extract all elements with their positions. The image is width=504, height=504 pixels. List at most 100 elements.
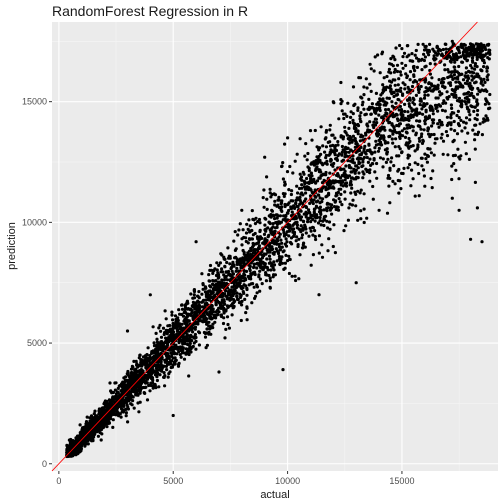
data-point bbox=[459, 104, 463, 108]
data-point bbox=[282, 194, 286, 198]
data-point bbox=[242, 269, 246, 273]
data-point bbox=[230, 313, 234, 317]
data-point bbox=[372, 106, 376, 110]
data-point bbox=[473, 105, 477, 109]
data-point bbox=[385, 150, 389, 154]
data-point bbox=[432, 84, 437, 88]
data-point bbox=[273, 199, 277, 203]
data-point bbox=[297, 227, 301, 231]
data-point bbox=[361, 160, 365, 164]
data-point bbox=[170, 359, 174, 363]
data-point bbox=[457, 64, 461, 69]
data-point bbox=[286, 202, 290, 207]
data-point bbox=[320, 181, 325, 185]
data-point bbox=[308, 211, 312, 215]
data-point bbox=[253, 222, 257, 226]
data-point bbox=[409, 144, 413, 148]
data-point bbox=[428, 62, 432, 66]
data-point bbox=[174, 345, 178, 349]
data-point bbox=[271, 232, 275, 237]
data-point bbox=[237, 301, 242, 305]
data-point bbox=[391, 179, 395, 183]
data-point bbox=[94, 429, 99, 433]
data-point bbox=[444, 130, 448, 134]
data-point bbox=[442, 99, 446, 103]
data-point bbox=[244, 284, 248, 288]
data-point bbox=[452, 111, 456, 115]
data-point bbox=[176, 318, 180, 323]
data-point bbox=[207, 273, 211, 277]
data-point bbox=[343, 190, 347, 194]
data-point bbox=[419, 84, 423, 89]
data-point bbox=[209, 317, 214, 321]
data-point bbox=[485, 116, 489, 120]
data-point bbox=[445, 56, 449, 61]
data-point bbox=[262, 232, 267, 236]
data-point bbox=[281, 227, 285, 231]
data-point bbox=[200, 292, 204, 296]
data-point bbox=[135, 369, 139, 373]
data-point bbox=[222, 255, 226, 259]
data-point bbox=[142, 380, 146, 384]
data-point bbox=[359, 217, 363, 221]
data-point bbox=[187, 374, 191, 378]
data-point bbox=[390, 156, 394, 160]
data-point bbox=[144, 385, 148, 389]
data-point bbox=[292, 230, 297, 234]
data-point bbox=[203, 335, 208, 339]
data-point bbox=[383, 113, 387, 117]
data-point bbox=[392, 164, 396, 168]
data-point bbox=[353, 137, 357, 141]
data-point bbox=[219, 313, 223, 317]
data-point bbox=[429, 151, 433, 155]
data-point bbox=[488, 51, 492, 55]
data-point bbox=[457, 177, 461, 181]
data-point bbox=[286, 211, 290, 215]
data-point bbox=[468, 81, 472, 85]
data-point bbox=[77, 446, 81, 450]
data-point bbox=[287, 208, 291, 213]
data-point bbox=[128, 393, 132, 397]
data-point bbox=[307, 169, 311, 173]
data-point bbox=[287, 234, 291, 238]
data-point bbox=[204, 316, 208, 321]
data-point bbox=[349, 176, 354, 180]
data-point bbox=[349, 110, 353, 114]
data-point bbox=[216, 312, 220, 317]
data-point bbox=[441, 152, 445, 156]
data-point bbox=[159, 369, 163, 373]
data-point bbox=[269, 230, 273, 235]
data-point bbox=[318, 219, 322, 223]
data-point bbox=[314, 237, 318, 242]
data-point bbox=[375, 121, 379, 125]
data-point bbox=[265, 257, 269, 261]
data-point bbox=[166, 343, 170, 347]
data-point bbox=[424, 115, 428, 119]
data-point bbox=[411, 125, 415, 129]
data-point bbox=[280, 255, 284, 259]
data-point bbox=[440, 123, 444, 127]
data-point bbox=[235, 297, 239, 301]
data-point bbox=[218, 261, 222, 265]
data-point bbox=[483, 80, 487, 84]
data-point bbox=[348, 202, 352, 206]
data-point bbox=[296, 204, 300, 209]
data-point bbox=[172, 350, 176, 354]
data-point bbox=[147, 383, 151, 388]
data-point bbox=[403, 87, 407, 91]
data-point bbox=[356, 189, 360, 193]
data-point bbox=[459, 43, 463, 48]
data-point bbox=[84, 422, 88, 426]
data-point bbox=[329, 158, 333, 162]
data-point bbox=[244, 311, 248, 315]
data-point bbox=[467, 157, 471, 161]
data-point bbox=[432, 153, 436, 157]
data-point bbox=[244, 231, 249, 235]
data-point bbox=[449, 123, 453, 127]
data-point bbox=[130, 372, 134, 376]
data-point bbox=[417, 171, 421, 176]
data-point bbox=[359, 153, 363, 157]
data-point bbox=[479, 68, 483, 73]
data-point bbox=[196, 294, 200, 298]
data-point bbox=[119, 407, 124, 411]
